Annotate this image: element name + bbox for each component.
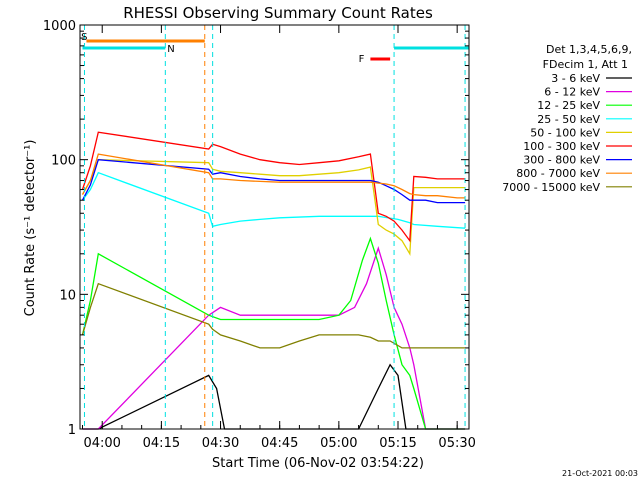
timestamp: 21-Oct-2021 00:03 xyxy=(562,469,638,478)
y-tick-label: 100 xyxy=(51,154,76,169)
legend-item-label: 3 - 6 keV xyxy=(551,72,600,85)
flare-flag-label: F xyxy=(359,54,365,65)
x-tick-label: 04:00 xyxy=(83,436,120,451)
series-line-9 xyxy=(81,282,466,349)
x-tick-label: 04:15 xyxy=(143,436,180,451)
legend-item-label: 300 - 800 keV xyxy=(523,154,600,167)
saa-flag-label: S xyxy=(81,32,87,43)
legend: Det 1,3,4,5,6,9, FDecim 1, Att 1 3 - 6 k… xyxy=(502,43,632,194)
chart-title: RHESSI Observing Summary Count Rates xyxy=(123,4,433,22)
x-tick-label: 04:30 xyxy=(202,436,239,451)
series-layer xyxy=(81,131,466,430)
legend-item-label: 7000 - 15000 keV xyxy=(502,181,600,194)
legend-item-label: 25 - 50 keV xyxy=(537,113,600,126)
flags-layer: S N F xyxy=(81,25,469,429)
legend-item-label: 100 - 300 keV xyxy=(523,140,600,153)
axes-layer: 04:00 04:15 04:30 04:45 05:00 05:15 05:30 1 10 10… xyxy=(43,19,476,451)
series-line-4 xyxy=(81,171,466,229)
y-tick-label: 1 xyxy=(68,423,76,438)
night-flag-label: N xyxy=(167,44,174,55)
legend-item-label: 800 - 7000 keV xyxy=(516,167,600,180)
series-line-2 xyxy=(82,246,466,430)
series-line-8 xyxy=(81,153,466,199)
x-tick-label: 05:30 xyxy=(438,436,475,451)
series-line-7 xyxy=(81,159,466,204)
y-tick-label: 1000 xyxy=(43,19,76,34)
legend-item-label: 50 - 100 keV xyxy=(530,126,600,139)
y-tick-label: 10 xyxy=(59,288,76,303)
legend-header-1: Det 1,3,4,5,6,9, xyxy=(546,43,632,56)
legend-item-label: 12 - 25 keV xyxy=(537,99,600,112)
y-axis-label: Count Rate (s⁻¹ detector⁻¹) xyxy=(23,140,38,317)
x-tick-label: 05:15 xyxy=(379,436,416,451)
series-line-6 xyxy=(81,131,466,243)
series-line-1 xyxy=(82,363,466,430)
x-axis-label: Start Time (06-Nov-02 03:54:22) xyxy=(212,456,424,471)
series-line-5 xyxy=(81,159,466,256)
x-tick-label: 05:00 xyxy=(320,436,357,451)
legend-header-2: FDecim 1, Att 1 xyxy=(543,58,628,71)
legend-item-label: 6 - 12 keV xyxy=(544,86,600,99)
plot-frame xyxy=(79,24,470,430)
x-tick-label: 04:45 xyxy=(261,436,298,451)
series-line-3 xyxy=(81,236,466,430)
